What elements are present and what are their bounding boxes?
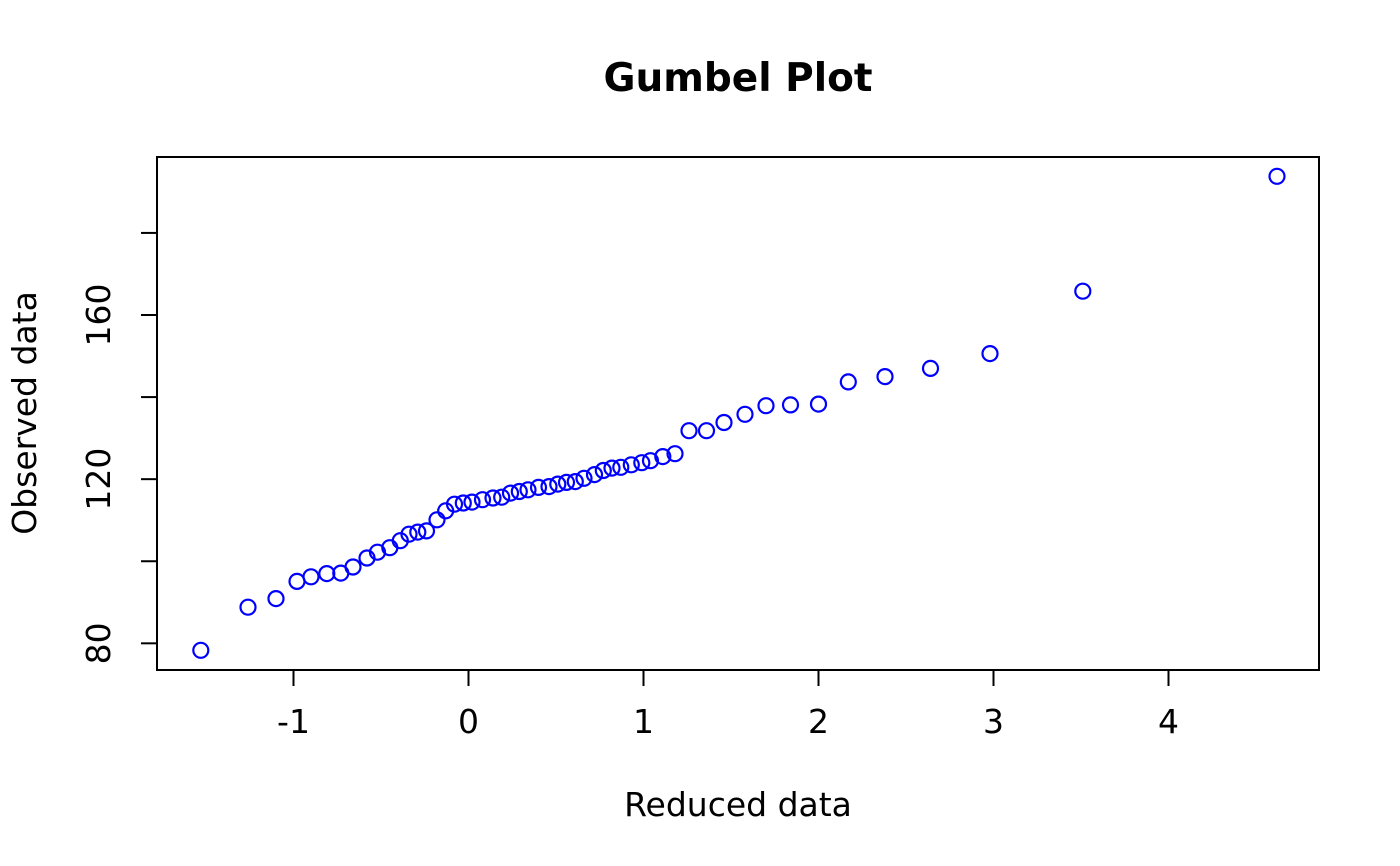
y-tick-label: 80 (79, 622, 118, 664)
data-point (715, 413, 733, 432)
data-point (344, 558, 362, 576)
y-tick-label: 160 (79, 284, 118, 347)
data-point (594, 461, 612, 480)
data-point (463, 493, 481, 511)
data-point (697, 422, 716, 440)
x-tick-label: 0 (458, 702, 479, 741)
data-point (409, 523, 427, 541)
data-point (417, 522, 436, 540)
data-point (622, 456, 640, 474)
data-point (839, 373, 857, 391)
data-point (736, 405, 754, 423)
x-tick-label: -1 (277, 702, 310, 741)
data-point (603, 459, 621, 477)
plot-box (156, 156, 1320, 671)
data-point (1074, 282, 1092, 300)
data-point (400, 525, 418, 543)
data-point (876, 368, 894, 386)
data-point (445, 495, 464, 513)
data-point (454, 494, 472, 512)
data-point (557, 473, 576, 491)
data-point (641, 452, 660, 470)
data-point (1268, 167, 1286, 185)
data-point (493, 488, 511, 506)
axes: -1 0 1 2 3 4 80 120 160 (79, 156, 1320, 741)
x-tick-label: 3 (983, 702, 1004, 741)
y-axis-label: Observed data (5, 291, 44, 535)
data-point (666, 445, 684, 463)
data-point (566, 473, 584, 491)
data-point (549, 475, 567, 493)
data-point (781, 396, 800, 414)
data-point (519, 481, 537, 499)
x-axis-label: Reduced data (624, 785, 852, 824)
chart-title: Gumbel Plot (603, 56, 872, 101)
x-tick-label: 4 (1158, 702, 1179, 741)
x-tick-label: 2 (808, 702, 829, 741)
y-tick-label: 120 (79, 448, 118, 511)
data-point (809, 395, 828, 413)
data-point (501, 484, 520, 502)
data-point (921, 359, 940, 377)
data-point (288, 572, 306, 591)
data-point (633, 454, 651, 472)
data-point (192, 641, 210, 659)
data-point (302, 568, 320, 586)
data-point (239, 598, 257, 616)
data-point (529, 478, 548, 496)
data-point (428, 511, 446, 529)
data-point (510, 482, 528, 501)
data-point (654, 448, 672, 466)
data-point (680, 422, 698, 440)
data-points (192, 167, 1286, 659)
data-point (318, 564, 336, 583)
data-point (612, 458, 630, 476)
data-point (575, 469, 593, 487)
x-tick-label: 1 (633, 702, 654, 741)
data-point (585, 466, 604, 484)
data-point (267, 589, 285, 608)
data-point (757, 397, 775, 415)
data-point (473, 491, 492, 509)
data-point (484, 489, 502, 507)
data-point (540, 478, 558, 496)
data-point (981, 345, 999, 363)
